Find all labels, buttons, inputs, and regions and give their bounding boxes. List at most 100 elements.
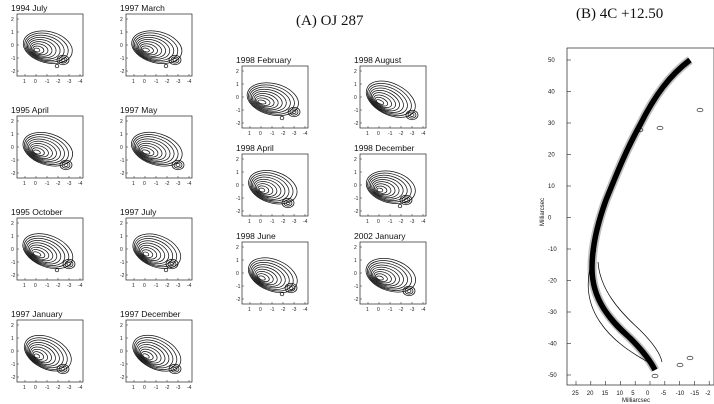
x-tick-label: -3 — [67, 385, 72, 391]
y-tick-label: 2 — [120, 119, 123, 125]
y-tick-label: 50 — [548, 58, 555, 64]
x-tick-label: -4 — [187, 79, 192, 85]
y-tick-label: 0 — [354, 271, 357, 277]
y-tick-label: -1 — [11, 158, 16, 164]
contour-map: 1998 June 1 0 -1 -2 -3 -4 2 1 0 -1 -2 — [236, 231, 309, 313]
y-tick-label: -2 — [236, 297, 241, 303]
panel-a-title: (A) OJ 287 — [296, 13, 364, 29]
contour-lines — [132, 233, 182, 273]
x-tick-label: -4 — [421, 219, 426, 225]
contour-lines — [23, 335, 72, 375]
contour-map-label: 1997 January — [11, 309, 63, 319]
y-tick-label: -2 — [120, 375, 125, 381]
y-tick-label: 1 — [354, 170, 357, 176]
x-tick-label: -2 — [56, 181, 61, 187]
x-tick-label: -3 — [67, 283, 72, 289]
x-tick-label: -10 — [676, 391, 685, 397]
contour-map: 1997 January 1 0 -1 -2 -3 -4 2 1 0 -1 -2 — [11, 309, 84, 391]
contour-map: 1994 July 1 0 -1 -2 -3 -4 2 1 0 -1 -2 — [11, 3, 84, 85]
contour-lines — [22, 30, 73, 69]
x-tick-label: -4 — [187, 283, 192, 289]
y-tick-label: -1 — [120, 158, 125, 164]
x-tick-label: -1 — [388, 219, 393, 225]
contour-lines — [246, 82, 301, 121]
x-tick-label: -4 — [303, 219, 308, 225]
y-tick-label: 1 — [236, 170, 239, 176]
x-tick-label: 0 — [377, 131, 380, 137]
y-tick-label: 1 — [11, 234, 14, 240]
x-tick-label: -2 — [281, 307, 286, 313]
x-tick-label: -4 — [421, 131, 426, 137]
x-tick-label: -3 — [410, 219, 415, 225]
contour-lines — [22, 233, 76, 273]
y-tick-label: 1 — [11, 336, 14, 342]
x-tick-label: -1 — [45, 385, 50, 391]
y-tick-label: 1 — [354, 258, 357, 264]
contour-lines — [132, 334, 182, 375]
x-tick-label: -1 — [45, 283, 50, 289]
y-tick-label: -2 — [354, 297, 359, 303]
y-tick-label: 2 — [354, 245, 357, 251]
x-tick-label: -1 — [270, 307, 275, 313]
y-tick-label: -2 — [11, 69, 16, 75]
x-tick-label: -4 — [78, 79, 83, 85]
y-tick-label: 20 — [548, 153, 555, 159]
y-tick-label: -2 — [11, 171, 16, 177]
x-tick-label: 0 — [143, 79, 146, 85]
y-tick-label: 1 — [120, 30, 123, 36]
contour-lines — [365, 80, 419, 121]
y-tick-label: 0 — [354, 95, 357, 101]
jet-knot-contour — [651, 373, 659, 379]
x-tick-label: -2 — [56, 283, 61, 289]
y-tick-label: -1 — [354, 196, 359, 202]
y-tick-label: 1 — [120, 336, 123, 342]
x-tick-label: -2 — [281, 131, 286, 137]
y-tick-label: 2 — [236, 69, 239, 75]
x-tick-label: -2 — [165, 385, 170, 391]
y-tick-label: 2 — [11, 119, 14, 125]
x-tick-label: -1 — [270, 219, 275, 225]
y-tick-label: 2 — [236, 245, 239, 251]
y-tick-label: 1 — [236, 82, 239, 88]
y-tick-label: 30 — [548, 121, 555, 127]
contour-map-frame — [16, 13, 84, 77]
x-tick-label: 0 — [34, 385, 37, 391]
x-tick-label: -2 — [165, 181, 170, 187]
y-tick-label: -2 — [236, 209, 241, 215]
x-tick-label: -3 — [67, 181, 72, 187]
x-tick-label: 5 — [631, 391, 635, 397]
contour-map: 1995 April 1 0 -1 -2 -3 -4 2 1 0 -1 -2 — [11, 105, 84, 187]
contour-map-label: 1995 April — [11, 105, 49, 115]
x-tick-label: 0 — [143, 283, 146, 289]
y-tick-label: 1 — [354, 82, 357, 88]
y-tick-label: 0 — [236, 271, 239, 277]
y-tick-label: -50 — [548, 373, 557, 379]
contour-lines — [22, 131, 73, 171]
x-tick-label: -4 — [78, 385, 83, 391]
contour-map-label: 1997 May — [120, 105, 158, 115]
y-tick-label: -10 — [548, 247, 557, 253]
x-tick-label: 0 — [143, 181, 146, 187]
contour-map: 2002 January 1 0 -1 -2 -3 -4 2 1 0 -1 -2 — [354, 231, 427, 313]
jet-knot-contour — [636, 127, 644, 133]
x-tick-label: -2 — [399, 307, 404, 313]
x-tick-label: 0 — [259, 307, 262, 313]
y-tick-label: 0 — [236, 95, 239, 101]
x-tick-label: -3 — [176, 283, 181, 289]
x-tick-label: -4 — [421, 307, 426, 313]
y-tick-label: 10 — [548, 184, 555, 190]
contour-lines — [248, 170, 298, 209]
y-tick-label: 0 — [120, 349, 123, 355]
x-tick-label: 10 — [616, 391, 623, 397]
x-tick-label: -3 — [292, 307, 297, 313]
x-tick-label: 0 — [377, 219, 380, 225]
x-tick-label: -4 — [78, 283, 83, 289]
jet-knot-contour — [686, 355, 694, 361]
y-tick-label: 0 — [236, 183, 239, 189]
y-tick-label: 0 — [120, 145, 123, 151]
y-tick-label: -2 — [354, 121, 359, 127]
y-tick-label: 2 — [354, 69, 357, 75]
x-tick-label: 1 — [366, 307, 369, 313]
contour-map: 1998 February 1 0 -1 -2 -3 -4 2 1 0 -1 -2 — [236, 55, 309, 137]
